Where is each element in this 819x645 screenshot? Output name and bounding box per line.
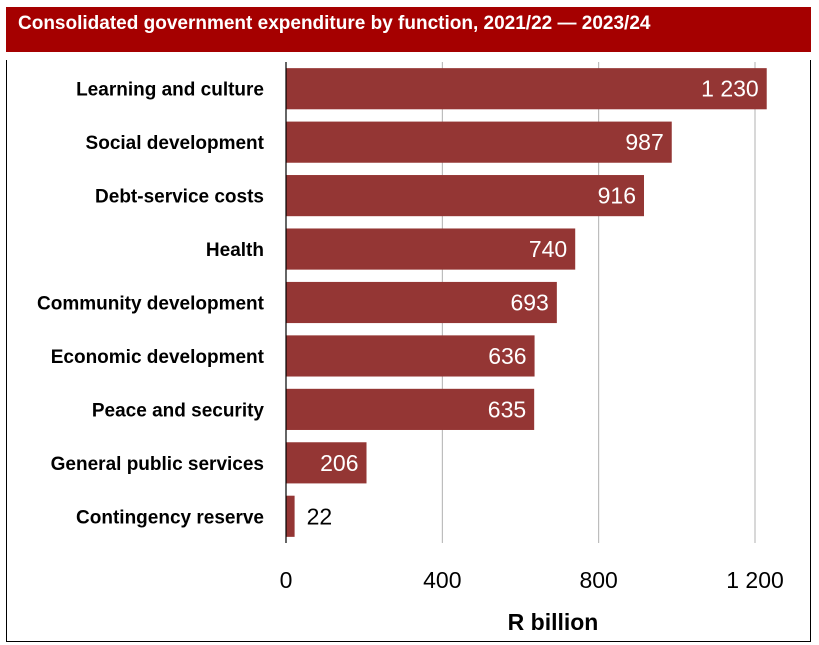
data-label: 636 [488, 343, 526, 369]
data-label: 1 230 [701, 76, 759, 102]
bar [286, 388, 535, 430]
data-label: 693 [510, 290, 548, 316]
bar [286, 335, 535, 377]
bar [286, 495, 295, 537]
category-label: Social development [86, 133, 265, 154]
bar [286, 68, 767, 110]
data-label: 987 [625, 129, 663, 155]
x-tick-label: 1 200 [726, 567, 784, 593]
x-axis-title: R billion [508, 609, 599, 635]
bar [286, 121, 672, 163]
category-label: Health [206, 240, 264, 261]
category-label: Peace and security [92, 400, 265, 421]
x-tick-label: 400 [423, 567, 461, 593]
data-label: 740 [529, 236, 567, 262]
bar [286, 281, 557, 324]
data-label: 635 [488, 396, 526, 422]
bar [286, 442, 367, 484]
category-label: Contingency reserve [76, 507, 264, 528]
data-label: 916 [598, 183, 636, 209]
category-label: Community development [37, 294, 265, 315]
data-label: 206 [320, 450, 358, 476]
data-label: 22 [307, 503, 333, 529]
x-tick-label: 800 [579, 567, 617, 593]
chart-frame [6, 60, 811, 642]
chart-title: Consolidated government expenditure by f… [6, 7, 811, 52]
category-label: Debt-service costs [95, 187, 264, 208]
x-tick-label: 0 [280, 567, 293, 593]
bar [286, 175, 645, 217]
category-label: Learning and culture [76, 80, 264, 101]
category-label: Economic development [51, 347, 265, 368]
category-label: General public services [51, 454, 264, 475]
bar [286, 228, 576, 270]
